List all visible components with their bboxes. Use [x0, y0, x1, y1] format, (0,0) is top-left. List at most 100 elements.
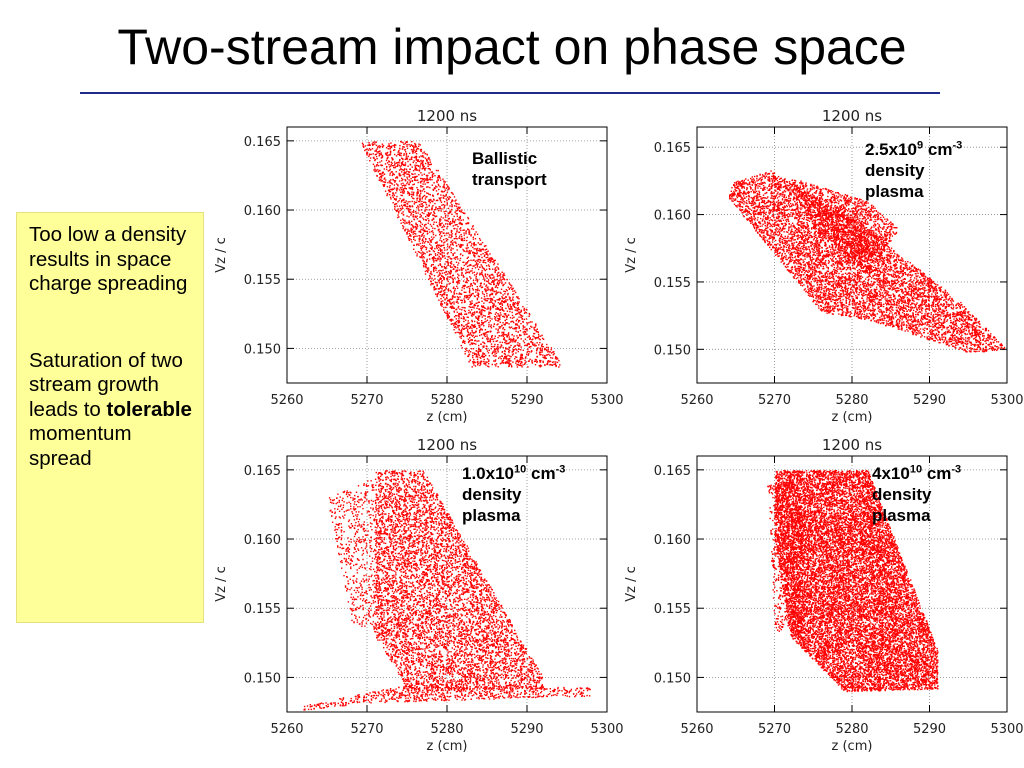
data-point — [527, 366, 528, 367]
data-point — [473, 229, 474, 230]
data-point — [434, 209, 435, 210]
data-point — [443, 204, 444, 205]
data-point — [464, 251, 465, 252]
data-point — [415, 177, 416, 178]
data-point — [401, 183, 402, 184]
data-point — [491, 282, 492, 283]
data-point — [454, 296, 455, 297]
data-point — [419, 216, 420, 217]
data-point — [451, 206, 452, 207]
data-point — [399, 210, 400, 211]
data-point — [424, 180, 425, 181]
data-point — [411, 157, 412, 158]
data-point — [507, 299, 508, 300]
data-point — [500, 326, 501, 327]
data-point — [509, 342, 510, 343]
data-point — [488, 324, 489, 325]
data-point — [394, 195, 395, 196]
data-point — [442, 191, 443, 192]
data-point — [452, 255, 453, 256]
data-point — [446, 184, 447, 185]
data-point — [503, 291, 504, 292]
data-point — [443, 239, 444, 240]
data-point — [419, 156, 420, 157]
data-point — [496, 348, 497, 349]
data-point — [469, 250, 470, 251]
data-point — [391, 146, 392, 147]
data-point — [459, 228, 460, 229]
data-point — [479, 316, 480, 317]
data-point — [451, 204, 452, 205]
data-point — [483, 315, 484, 316]
data-point — [410, 146, 411, 147]
data-point — [495, 359, 496, 360]
data-point — [455, 219, 456, 220]
data-point — [436, 170, 437, 171]
data-point — [372, 145, 373, 146]
data-point — [467, 247, 468, 248]
data-point — [404, 146, 405, 147]
data-point — [439, 245, 440, 246]
data-point — [404, 175, 405, 176]
data-point — [417, 148, 418, 149]
data-point — [548, 349, 549, 350]
data-point — [466, 282, 467, 283]
data-point — [448, 208, 449, 209]
data-point — [408, 201, 409, 202]
data-point — [414, 240, 415, 241]
data-point — [420, 193, 421, 194]
data-point — [394, 145, 395, 146]
data-point — [493, 350, 494, 351]
data-point — [406, 223, 407, 224]
data-point — [470, 278, 471, 279]
data-point — [405, 151, 406, 152]
data-point — [529, 359, 530, 360]
data-point — [406, 169, 407, 170]
data-point — [470, 312, 471, 313]
data-point — [529, 360, 530, 361]
data-point — [458, 237, 459, 238]
data-point — [491, 339, 492, 340]
data-point — [407, 178, 408, 179]
data-point — [435, 270, 436, 271]
data-point — [396, 203, 397, 204]
data-point — [483, 361, 484, 362]
data-point — [420, 248, 421, 249]
data-point — [447, 186, 448, 187]
data-point — [443, 229, 444, 230]
data-point — [448, 265, 449, 266]
data-point — [422, 162, 423, 163]
data-point — [478, 302, 479, 303]
data-point — [420, 206, 421, 207]
data-point — [405, 159, 406, 160]
data-point — [495, 328, 496, 329]
data-point — [472, 321, 473, 322]
data-point — [458, 307, 459, 308]
data-point — [404, 153, 405, 154]
data-point — [367, 152, 368, 153]
data-point — [409, 220, 410, 221]
data-point — [522, 328, 523, 329]
data-point — [450, 211, 451, 212]
data-point — [371, 154, 372, 155]
data-point — [437, 208, 438, 209]
data-point — [431, 283, 432, 284]
data-point — [394, 181, 395, 182]
data-point — [424, 225, 425, 226]
data-point — [423, 160, 424, 161]
data-point — [486, 361, 487, 362]
data-point — [436, 186, 437, 187]
data-point — [425, 197, 426, 198]
data-point — [533, 345, 534, 346]
data-point — [478, 255, 479, 256]
data-point — [495, 272, 496, 273]
data-point — [417, 191, 418, 192]
data-point — [440, 286, 441, 287]
data-point — [472, 331, 473, 332]
data-point — [548, 351, 549, 352]
data-point — [388, 170, 389, 171]
data-point — [524, 326, 525, 327]
data-point — [525, 345, 526, 346]
data-point — [405, 172, 406, 173]
data-point — [381, 175, 382, 176]
